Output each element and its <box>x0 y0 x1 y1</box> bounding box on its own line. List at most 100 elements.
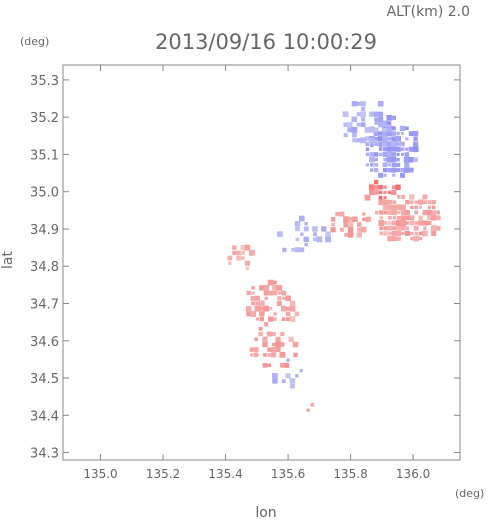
radar-echo-cell <box>400 210 406 215</box>
radar-echo-cell <box>400 204 406 211</box>
radar-echo-cell <box>427 221 432 225</box>
radar-echo-cell <box>281 379 286 383</box>
radar-echo-cell <box>386 141 392 147</box>
radar-echo-cell <box>368 184 375 191</box>
x-tick-label: 135.8 <box>333 467 367 481</box>
radar-echo-cell <box>383 199 389 205</box>
radar-echo-cell <box>364 127 371 133</box>
radar-echo-cell <box>392 231 397 236</box>
radar-echo-cell <box>275 341 282 348</box>
radar-echo-cell <box>379 152 383 156</box>
radar-echo-cell <box>404 230 410 236</box>
radar-echo-cell <box>325 231 331 237</box>
radar-echo-cell <box>280 305 287 312</box>
x-tick-label: 135.2 <box>146 467 180 481</box>
radar-echo-cell <box>422 194 428 200</box>
radar-echo-cell <box>282 296 286 300</box>
radar-echo-cell <box>379 231 383 236</box>
radar-echo-cell <box>396 215 401 220</box>
radar-echo-cell <box>370 168 374 172</box>
radar-echo-cell <box>390 141 397 147</box>
radar-echo-cell <box>259 306 264 311</box>
radar-echo-cell <box>253 352 259 358</box>
radar-echo-cell <box>227 255 233 261</box>
radar-echo-cell <box>313 232 317 237</box>
radar-echo-cell <box>374 142 379 146</box>
radar-echo-cell <box>388 231 392 236</box>
radar-echo-cell <box>377 116 384 122</box>
radar-echo-cell <box>418 199 424 205</box>
radar-echo-cell <box>271 347 277 353</box>
radar-echo-cell <box>369 152 375 157</box>
radar-echo-cell <box>391 131 396 136</box>
radar-echo-cell <box>330 227 336 233</box>
radar-echo-cell <box>277 296 282 301</box>
radar-echo-cell <box>339 211 345 217</box>
radar-echo-cell <box>275 336 281 342</box>
radar-echo-cell <box>294 311 300 317</box>
radar-echo-cell <box>374 127 379 133</box>
radar-echo-cell <box>387 167 392 173</box>
radar-echo-cell <box>378 172 384 178</box>
x-tick-label: 135.0 <box>83 467 117 481</box>
radar-echo-cell <box>312 226 318 232</box>
radar-echo-cell <box>240 245 246 251</box>
radar-echo-cell <box>259 317 264 322</box>
radar-echo-cell <box>232 250 237 255</box>
radar-echo-cell <box>391 209 397 216</box>
radar-echo-cell <box>391 162 396 167</box>
radar-echo-cell <box>422 230 428 237</box>
radar-echo-cell <box>246 290 251 296</box>
radar-echo-cell <box>400 141 405 147</box>
radar-echo-cell <box>426 209 433 216</box>
radar-echo-cell <box>391 236 397 242</box>
radar-echo-cell <box>378 195 383 200</box>
radar-echo-cell <box>277 291 281 295</box>
radar-echo-cell <box>356 122 361 127</box>
radar-echo-cell <box>289 300 296 307</box>
radar-echo-cell <box>236 250 241 255</box>
radar-echo-cell <box>387 225 393 231</box>
radar-echo-cell <box>254 337 258 342</box>
radar-echo-cell <box>286 306 291 311</box>
radar-echo-cell <box>285 311 291 317</box>
radar-echo-cell <box>404 162 410 168</box>
radar-echo-cell <box>422 210 428 216</box>
radar-echo-cell <box>356 232 363 238</box>
radar-echo-cell <box>405 126 409 131</box>
radar-echo-cell <box>266 331 272 337</box>
radar-echo-cell <box>400 226 406 231</box>
radar-echo-cell <box>369 156 375 163</box>
radar-echo-cell <box>378 185 383 190</box>
radar-echo-cell <box>419 205 423 209</box>
radar-echo-cell <box>258 331 263 337</box>
radar-echo-cell <box>410 231 414 236</box>
radar-echo-cell <box>400 132 405 136</box>
radar-echo-cell <box>413 141 419 147</box>
radar-echo-cell <box>400 167 405 173</box>
radar-echo-cell <box>374 179 379 185</box>
radar-echo-cell <box>272 378 278 384</box>
radar-echo-cell <box>408 167 414 173</box>
radar-echo-cell <box>405 199 410 205</box>
radar-echo-cell <box>401 152 404 156</box>
radar-echo-cell <box>430 225 437 232</box>
radar-echo-cell <box>360 226 367 233</box>
x-unit-label: (deg) <box>455 487 484 500</box>
radar-echo-cell <box>427 200 432 204</box>
radar-echo-cell <box>253 347 259 353</box>
radar-echo-cell <box>339 227 344 232</box>
radar-echo-cell <box>383 196 387 200</box>
radar-echo-cell <box>427 205 431 209</box>
radar-echo-cell <box>254 295 260 301</box>
radar-echo-cell <box>286 317 290 322</box>
radar-echo-cell <box>379 226 384 231</box>
radar-echo-cell <box>330 217 336 222</box>
y-tick-label: 34.9 <box>30 223 59 238</box>
radar-echo-cell <box>383 226 388 231</box>
radar-echo-cell <box>405 221 410 225</box>
radar-echo-cell <box>295 226 300 232</box>
radar-echo-cell <box>387 190 391 194</box>
radar-echo-cell <box>391 157 397 163</box>
radar-echo-cell <box>365 136 370 142</box>
